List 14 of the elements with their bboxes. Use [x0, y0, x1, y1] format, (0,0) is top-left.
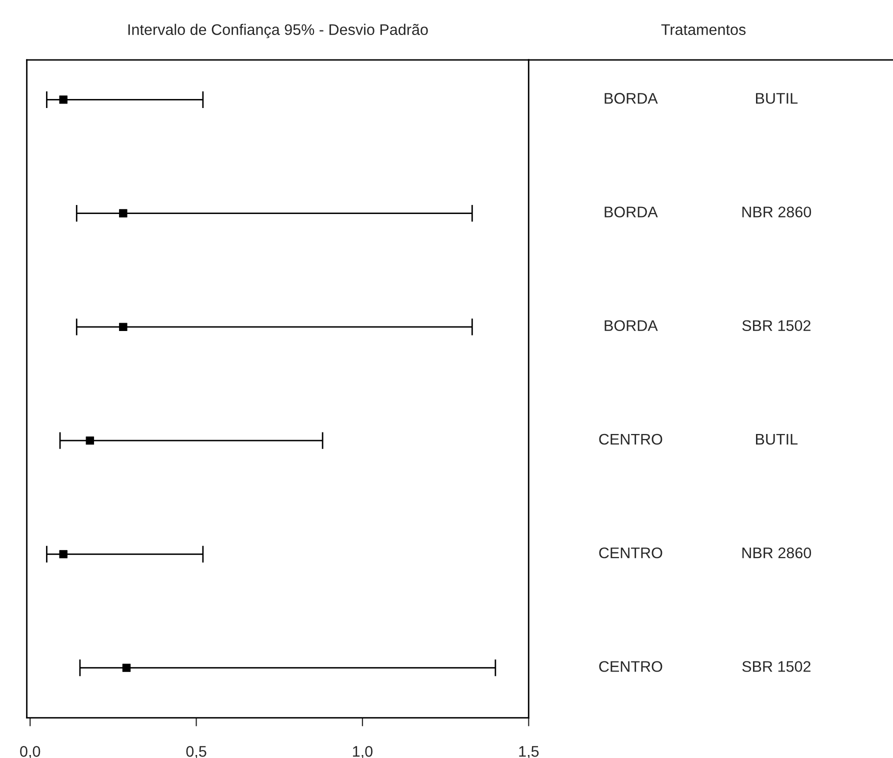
category-label: BORDA NBR 2860 [604, 206, 812, 218]
point [59, 550, 68, 558]
point [122, 664, 131, 672]
point [59, 96, 68, 104]
point [86, 436, 94, 445]
category-label: BORDA SBR 1502 [604, 320, 810, 332]
category-label: CENTRO BUTIL [599, 434, 798, 445]
chart-title: Intervalo de Confiança 95% - Desvio Padrão [128, 24, 428, 38]
text: Tratamentos [661, 24, 746, 36]
category-label: BORDA BUTIL [604, 92, 798, 104]
category-label: CENTRO NBR 2860 [599, 547, 812, 558]
point [119, 322, 128, 332]
category-label: CENTRO SBR 1502 [599, 661, 810, 672]
point [119, 209, 128, 218]
